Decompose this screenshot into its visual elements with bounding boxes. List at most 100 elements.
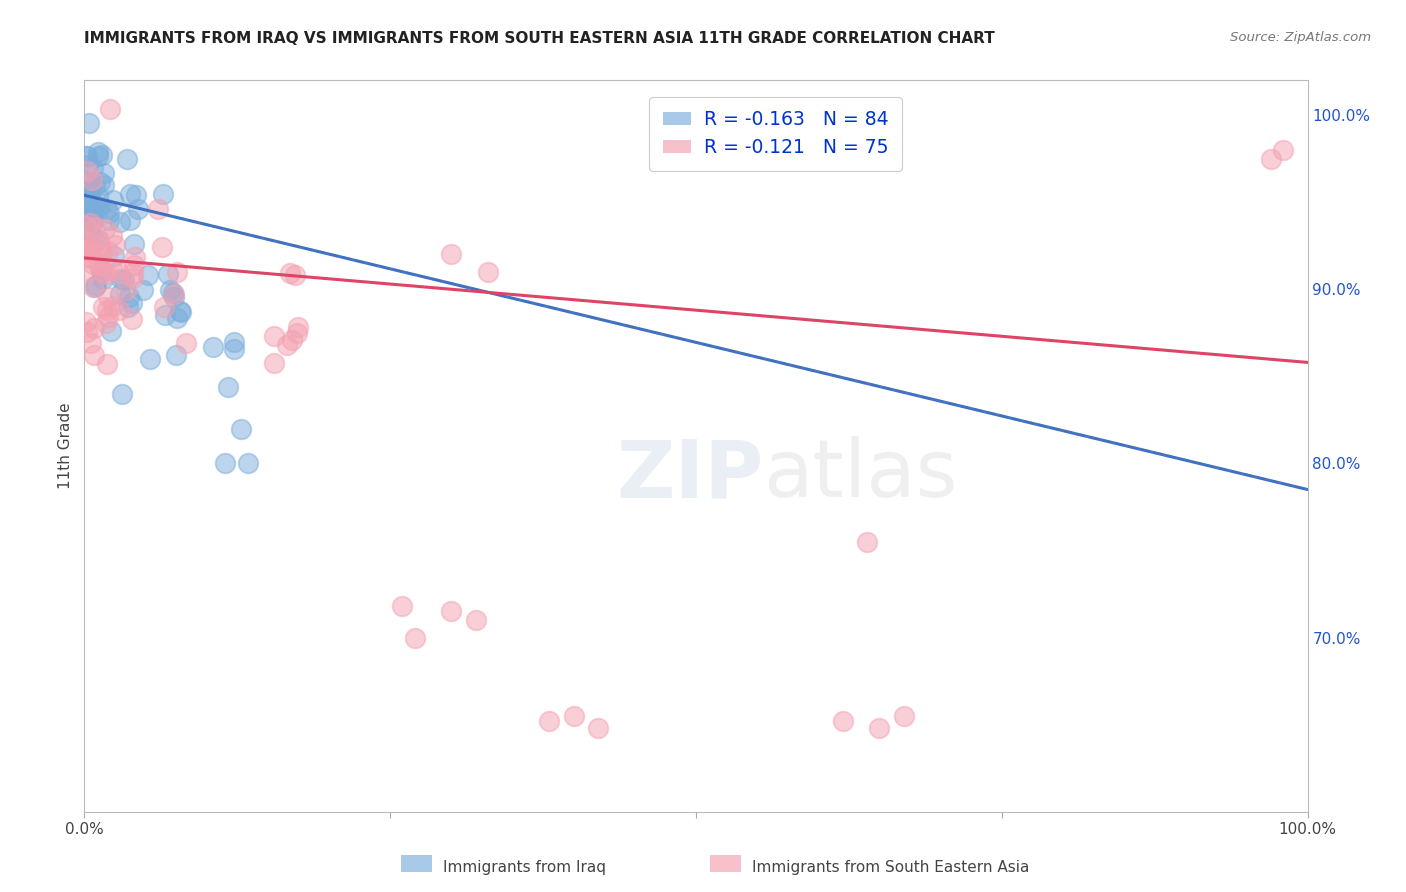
- Point: [75, 173, 97, 187]
- Point: [79, 189, 101, 203]
- Point: [77, 264, 100, 278]
- Point: [93, 178, 115, 193]
- Point: [84, 280, 107, 294]
- Point: [97, 213, 120, 227]
- Point: [82, 257, 104, 271]
- Point: [115, 153, 138, 167]
- Point: [84, 202, 107, 217]
- Point: [538, 714, 561, 728]
- Point: [101, 228, 124, 243]
- Point: [79, 336, 101, 351]
- Point: [217, 380, 239, 394]
- Point: [108, 214, 131, 228]
- Point: [76, 158, 98, 172]
- Point: [166, 265, 188, 279]
- Point: [152, 240, 174, 254]
- Point: [75, 315, 97, 329]
- Point: [93, 165, 115, 179]
- Point: [96, 357, 118, 371]
- Point: [76, 210, 98, 224]
- Point: [90, 264, 112, 278]
- Point: [89, 200, 111, 214]
- Point: [75, 243, 97, 257]
- Point: [111, 386, 134, 401]
- Point: [136, 268, 159, 282]
- Point: [79, 193, 101, 207]
- Point: [122, 266, 145, 280]
- Point: [404, 631, 426, 645]
- Point: [82, 280, 104, 294]
- Point: [132, 283, 155, 297]
- Point: [284, 268, 307, 282]
- Point: [76, 211, 98, 226]
- Point: [103, 249, 125, 263]
- Point: [125, 188, 148, 202]
- Point: [1272, 143, 1295, 157]
- Point: [120, 213, 142, 227]
- Point: [91, 272, 114, 286]
- Point: [236, 456, 259, 470]
- Point: [80, 236, 103, 251]
- Point: [84, 277, 107, 292]
- Point: [440, 604, 463, 618]
- Point: [101, 262, 124, 277]
- Point: [162, 286, 184, 301]
- Point: [107, 264, 129, 278]
- Point: [79, 178, 101, 193]
- Point: [127, 202, 149, 216]
- Point: [83, 231, 105, 245]
- Point: [856, 534, 879, 549]
- Point: [831, 714, 853, 728]
- Point: [224, 334, 246, 349]
- Text: Immigrants from Iraq: Immigrants from Iraq: [443, 860, 606, 874]
- Point: [76, 202, 98, 217]
- Point: [84, 179, 107, 194]
- Bar: [401, 855, 432, 872]
- Point: [96, 202, 118, 216]
- Point: [79, 183, 101, 197]
- Point: [84, 219, 107, 234]
- Point: [80, 239, 103, 253]
- Point: [75, 194, 97, 209]
- Point: [75, 149, 97, 163]
- Point: [117, 300, 139, 314]
- Point: [124, 250, 146, 264]
- Point: [391, 599, 413, 614]
- Point: [169, 303, 191, 318]
- Point: [75, 237, 97, 252]
- Point: [440, 247, 463, 261]
- Point: [76, 164, 98, 178]
- Point: [76, 202, 98, 217]
- Point: [77, 250, 100, 264]
- Point: [108, 302, 131, 317]
- Y-axis label: 11th Grade: 11th Grade: [58, 402, 73, 490]
- Point: [89, 258, 111, 272]
- Point: [82, 214, 104, 228]
- Point: [146, 202, 169, 216]
- Point: [287, 319, 309, 334]
- Point: [96, 267, 118, 281]
- Point: [101, 299, 124, 313]
- Point: [124, 258, 146, 272]
- Point: [87, 189, 110, 203]
- Point: [156, 268, 179, 282]
- Text: Immigrants from South Eastern Asia: Immigrants from South Eastern Asia: [752, 860, 1029, 874]
- Point: [285, 326, 308, 340]
- Point: [97, 206, 120, 220]
- Point: [1260, 152, 1282, 166]
- Point: [79, 217, 101, 231]
- Point: [139, 351, 162, 366]
- Point: [153, 301, 176, 315]
- Text: atlas: atlas: [763, 436, 957, 515]
- Point: [163, 289, 186, 303]
- Point: [562, 709, 585, 723]
- Point: [108, 287, 131, 301]
- Point: [76, 193, 98, 207]
- Point: [83, 348, 105, 362]
- Point: [80, 215, 103, 229]
- Point: [76, 186, 98, 201]
- Point: [122, 236, 145, 251]
- Point: [122, 271, 145, 285]
- Point: [281, 333, 304, 347]
- Point: [87, 232, 110, 246]
